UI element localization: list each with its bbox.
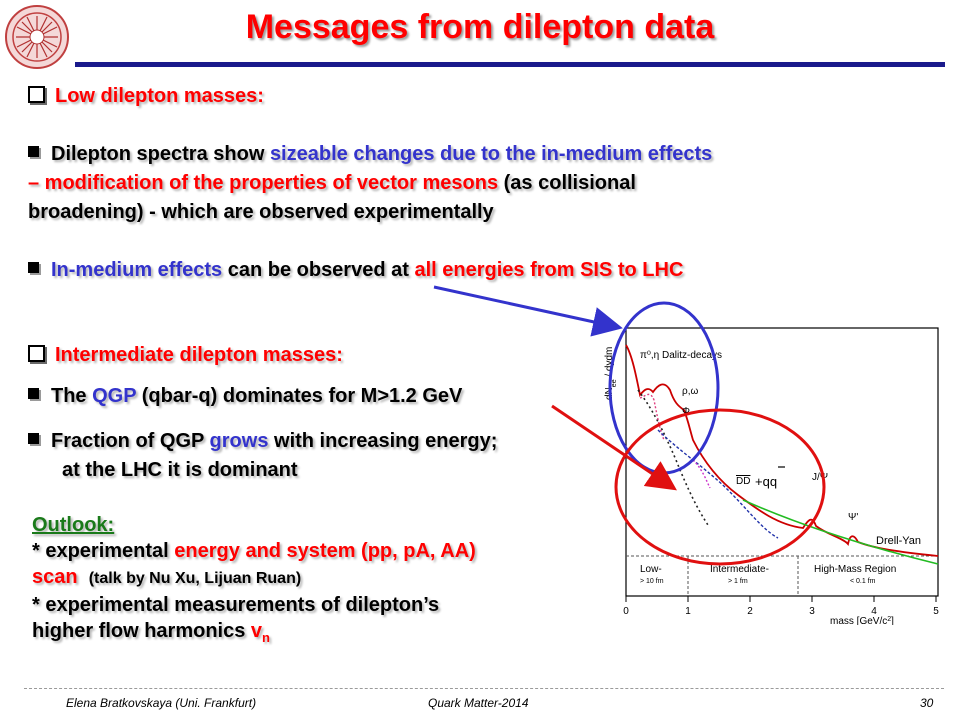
checkbox-bullet-icon — [28, 345, 45, 362]
intermediate-mass-heading: Intermediate dilepton masses: — [28, 341, 343, 370]
x-tick-label: 5 — [933, 606, 939, 617]
square-bullet-icon — [28, 262, 39, 273]
jpsi-label: J/Ψ — [812, 472, 828, 483]
title-rule — [75, 62, 945, 67]
square-bullet-icon — [28, 146, 39, 157]
x-axis-label: mass [GeV/c2] — [830, 616, 894, 626]
x-tick-label: 2 — [747, 606, 753, 617]
square-bullet-icon — [28, 388, 39, 399]
footer-page-number: 30 — [920, 696, 934, 710]
region-high-label: High-Mass Region — [814, 564, 896, 575]
outlook-block: Outlook: * experimental energy and syste… — [32, 514, 476, 645]
psi-prime-label: Ψ' — [848, 512, 858, 523]
square-bullet-icon — [28, 433, 39, 444]
slide-title: Messages from dilepton data — [245, 8, 715, 46]
region-high-scale: < 0.1 fm — [850, 578, 876, 585]
region-intermediate-label: Intermediate- — [710, 564, 769, 575]
dilepton-mass-spectrum-figure: 0 1 2 3 4 5 mass [GeV/c2] dNee / dydm π⁰… — [604, 327, 939, 626]
x-tick-label: 4 — [871, 606, 877, 617]
x-tick-label: 3 — [809, 606, 815, 617]
x-tick-label: 0 — [623, 606, 629, 617]
dd-label: DD — [736, 476, 750, 487]
region-low-scale: > 10 fm — [640, 578, 664, 585]
low-mass-heading: Low dilepton masses: — [28, 82, 264, 111]
x-tick-label: 1 — [685, 606, 691, 617]
outlook-heading: Outlook: — [32, 514, 115, 536]
arrow-to-low-mass — [433, 285, 623, 337]
dalitz-label: π⁰,η Dalitz-decays — [640, 350, 722, 361]
intermediate-bullet-1: The QGP (qbar-q) dominates for M>1.2 GeV — [28, 382, 462, 411]
phi-label: Φ — [682, 406, 690, 417]
low-mass-bullet-1: Dilepton spectra show sizeable changes d… — [28, 143, 713, 223]
checkbox-bullet-icon — [28, 86, 45, 103]
footer-conference: Quark Matter-2014 — [428, 696, 529, 710]
footer-author: Elena Bratkovskaya (Uni. Frankfurt) — [66, 696, 257, 710]
drell-yan-label: Drell-Yan — [876, 535, 921, 547]
intermediate-bullet-2: Fraction of QGP grows with increasing en… — [28, 427, 608, 485]
qq-label: +qq — [755, 474, 777, 489]
low-mass-bullet-2: In-medium effects can be observed at all… — [28, 256, 683, 285]
y-axis-label: dNee / dydm — [604, 347, 618, 400]
region-low-label: Low- — [640, 564, 662, 575]
rho-omega-label: ρ,ω — [682, 386, 698, 397]
university-seal-logo — [5, 5, 69, 69]
region-intermediate-scale: > 1 fm — [728, 578, 748, 585]
footer-divider — [24, 688, 944, 689]
